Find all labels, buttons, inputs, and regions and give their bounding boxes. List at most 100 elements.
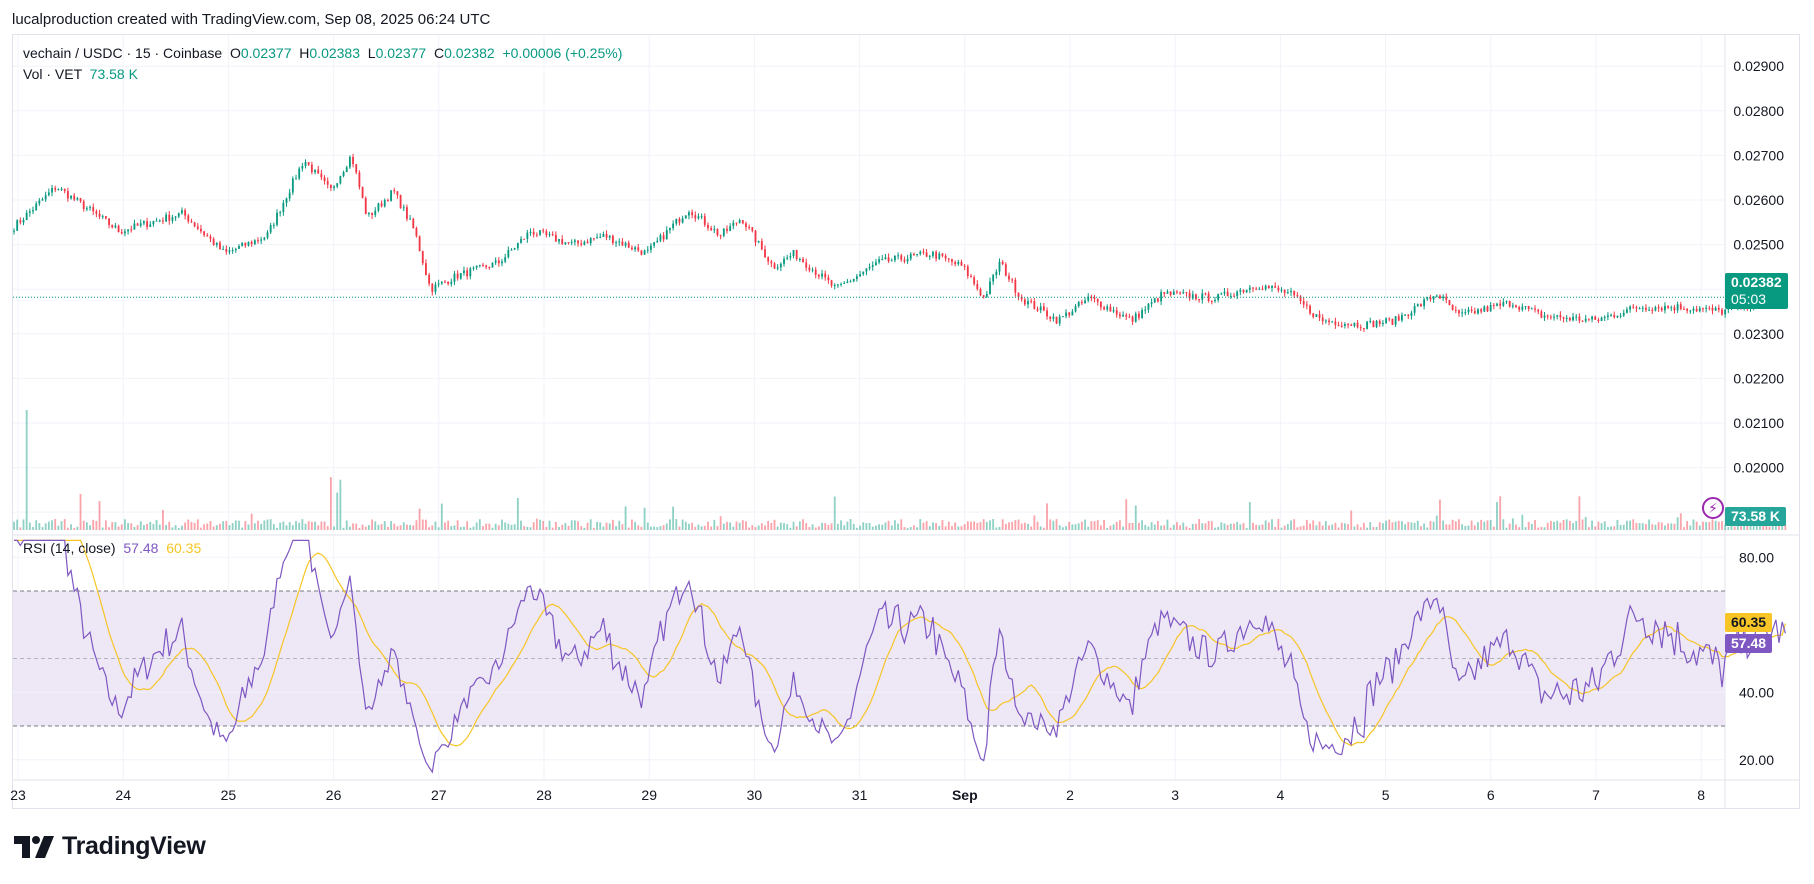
time-axis-label: 3 [1171, 787, 1179, 803]
volume-bar [852, 523, 855, 530]
candle-body [1477, 309, 1479, 314]
candle-body [1023, 299, 1026, 305]
candle-body [665, 230, 668, 240]
candle-body [1591, 316, 1593, 320]
candle-body [640, 250, 643, 255]
volume-bar [459, 527, 462, 530]
volume-bar [1112, 524, 1115, 530]
rsi-label[interactable]: RSI (14, close) [23, 540, 116, 556]
volume-bar [1496, 502, 1498, 530]
candle-body [1309, 305, 1311, 314]
volume-bar [1362, 522, 1365, 530]
volume-bar [336, 492, 339, 530]
candle-body [1451, 304, 1454, 310]
candle-body [1283, 289, 1286, 294]
price-tag: 0.02382 05:03 [1725, 273, 1788, 309]
volume-bar [1606, 527, 1609, 530]
volume-bar [225, 520, 228, 530]
volume-bar [1461, 524, 1464, 530]
volume-bar [187, 519, 190, 530]
candle-body [1423, 299, 1426, 307]
candle-body [669, 228, 671, 231]
candle-body [745, 223, 747, 227]
time-axis-label: 26 [326, 787, 342, 803]
volume-bar [539, 519, 541, 530]
candle-body [108, 218, 110, 225]
tradingview-logo[interactable]: TradingView [14, 832, 206, 861]
volume-bar [1705, 522, 1708, 530]
candle-body [973, 277, 976, 285]
candle-body [811, 269, 814, 271]
candle-body [520, 238, 522, 243]
candle-body [225, 248, 228, 252]
volume-bar [1071, 524, 1074, 530]
volume-bar [710, 526, 713, 530]
candle-body [1318, 314, 1321, 318]
candle-body [38, 200, 41, 204]
candle-body [1229, 295, 1232, 297]
volume-bar [1340, 522, 1343, 530]
symbol-label[interactable]: vechain / USDC · 15 · Coinbase [23, 45, 223, 61]
volume-bar [51, 520, 53, 530]
volume-bar [1004, 523, 1007, 530]
candle-body [469, 268, 472, 277]
volume-bar [754, 527, 757, 530]
candle-body [960, 261, 963, 266]
candle-body [874, 262, 877, 266]
price-axis-label: 0.02800 [1733, 103, 1784, 119]
volume-bar [390, 521, 393, 530]
volume-bar [903, 527, 906, 530]
volume-bar [168, 521, 171, 530]
volume-bar [887, 520, 890, 530]
candle-body [1480, 309, 1483, 312]
candle-body [1093, 297, 1096, 299]
volume-bar [387, 526, 389, 530]
volume-bar [1210, 521, 1213, 530]
candle-body [456, 273, 459, 279]
volume-bar [475, 522, 478, 530]
tv-logo-icon [14, 835, 54, 858]
volume-bar [450, 526, 453, 530]
lightning-icon[interactable]: ⚡ [1702, 497, 1724, 519]
volume-bar [982, 519, 985, 530]
volume-bar [158, 524, 161, 530]
candle-body [276, 212, 278, 225]
volume-bar [881, 524, 884, 530]
volume-bar [41, 527, 44, 530]
candle-body [1651, 309, 1654, 311]
candle-body [47, 192, 50, 196]
volume-bar [250, 513, 253, 530]
candle-body [177, 213, 180, 217]
candle-body [501, 261, 503, 264]
candle-body [599, 236, 602, 238]
candle-body [1321, 317, 1324, 322]
candle-body [317, 169, 320, 174]
candle-body [387, 200, 389, 202]
volume-bar [1264, 520, 1267, 530]
candle-body [1160, 292, 1163, 302]
candle-body [1065, 312, 1067, 317]
candle-body [1372, 320, 1375, 328]
candle-body [231, 250, 234, 252]
candle-body [1049, 316, 1052, 319]
volume-bar [92, 519, 95, 530]
candle-body [1239, 289, 1242, 292]
candle-body [250, 241, 253, 245]
volume-bar [1695, 521, 1698, 530]
volume-label[interactable]: Vol · VET [23, 66, 82, 82]
candle-body [1236, 291, 1239, 297]
volume-bar [298, 522, 301, 530]
volume-bar [1001, 519, 1004, 530]
candle-body [1280, 289, 1283, 291]
candle-body [843, 282, 846, 284]
volume-bar [1369, 522, 1372, 530]
volume-bar [1305, 519, 1308, 530]
candle-body [650, 245, 652, 250]
volume-bar [453, 525, 456, 530]
volume-bar [444, 522, 446, 530]
volume-bar [700, 526, 703, 530]
volume-bar [1309, 523, 1311, 530]
volume-bar [95, 520, 98, 530]
low-label: L [367, 45, 376, 61]
